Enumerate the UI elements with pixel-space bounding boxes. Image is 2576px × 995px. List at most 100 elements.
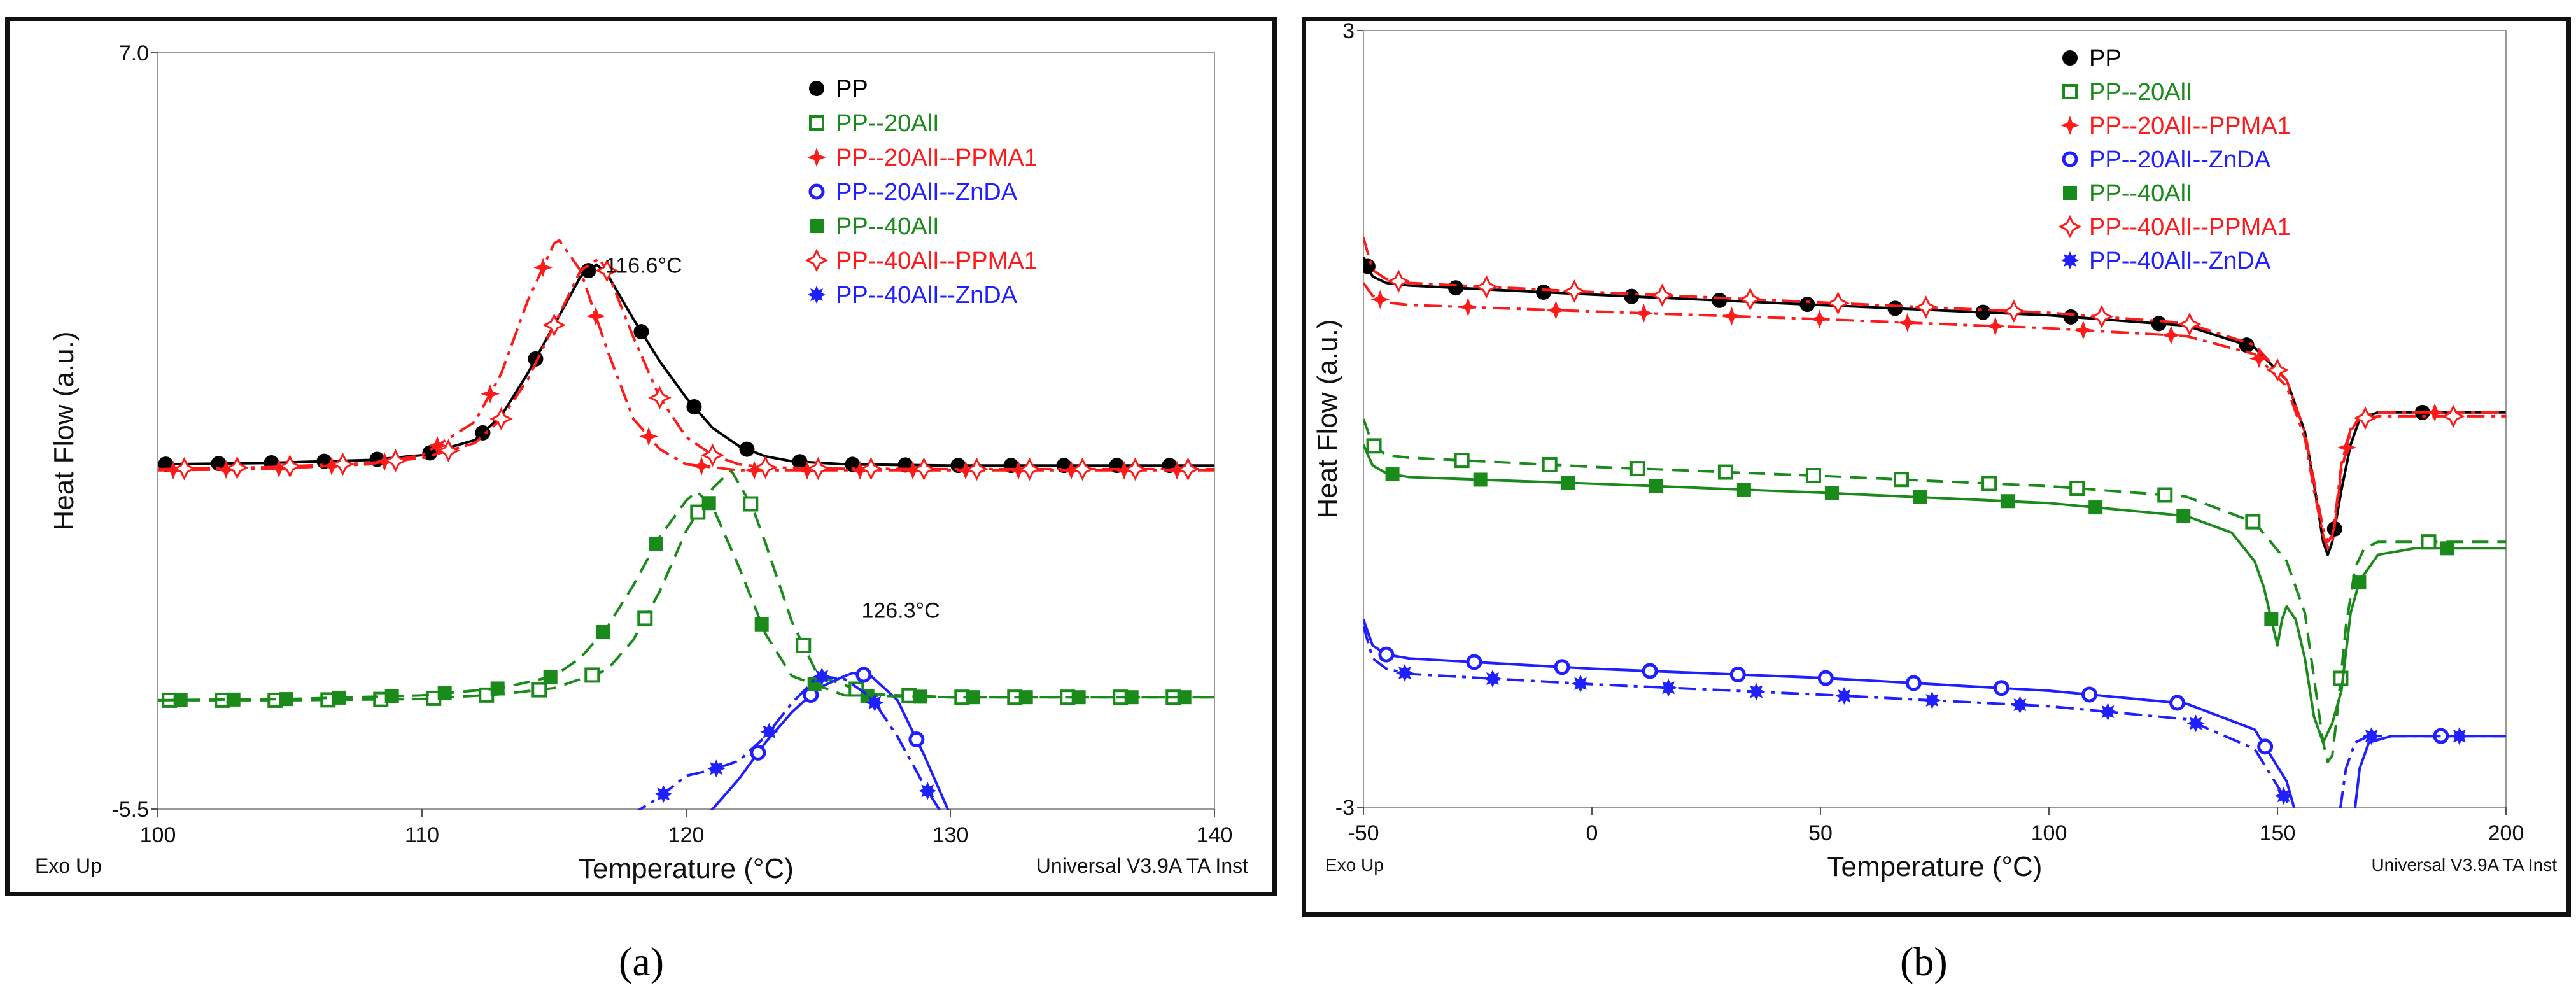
x-tick-label: 130 [933,823,969,847]
data-point [490,681,505,696]
data-point [743,496,759,512]
data-point [1176,457,1200,481]
data-point [1366,438,1382,454]
data-point [908,731,925,748]
data-point [903,460,923,480]
data-point [172,456,196,481]
data-point [1115,460,1134,480]
data-point [1712,292,1728,308]
data-point [1887,300,1903,316]
data-point [595,258,619,283]
data-point [1484,670,1502,688]
data-point [649,536,663,551]
series-2 [1363,418,2506,763]
legend-marker [808,183,825,200]
data-point [2063,309,2079,325]
peak-annotation: 126.3°C [861,598,940,623]
legend-label: PP--40AlI [836,213,940,240]
corner-left-label: Exo Up [35,854,102,877]
data-point [1722,306,1742,326]
x-tick-label: 200 [2488,821,2524,845]
data-point [1378,646,1395,663]
data-point [1071,457,1094,481]
data-point [375,452,395,472]
data-point [796,638,812,654]
series-line [1363,619,2506,808]
data-point [1542,456,1558,472]
y-axis-label: Heat Flow (a.u.) [1312,320,1343,519]
series-6 [1363,237,2506,544]
data-point [1650,283,1674,307]
data-point [1985,316,2005,336]
data-point [1835,687,1854,705]
data-point [2362,727,2381,745]
data-point [216,460,236,479]
data-point [531,682,547,698]
data-point [2176,509,2191,523]
data-point [1634,304,1654,323]
data-point [1561,476,1575,490]
data-point [2186,714,2205,733]
data-point [633,324,649,340]
data-point [1454,453,1470,469]
data-point [1805,468,1821,484]
caption-b: (b) [1900,939,1948,984]
legend-marker [810,219,824,233]
series-line [1363,282,2506,550]
data-point [1385,467,1400,482]
x-axis-label: Temperature (°C) [1827,851,2043,882]
data-point [918,782,937,800]
data-point [1897,313,1917,332]
data-point [637,610,653,626]
data-point [2274,787,2293,805]
x-axis-label: Temperature (°C) [579,853,794,884]
series-5 [158,490,1214,707]
data-point [690,504,706,520]
data-point [322,456,342,476]
data-point [1473,472,1488,487]
data-point [2441,404,2465,428]
legend-label: PP--40AlI--PPMA1 [2089,214,2291,241]
data-point [1386,269,1411,293]
data-point [2425,402,2445,422]
data-point [754,617,769,632]
data-point [1474,275,1498,299]
x-tick-label: 140 [1197,823,1233,847]
data-point [2169,695,2186,711]
data-point [384,449,407,472]
data-point [2352,575,2367,590]
data-point [1913,490,1927,504]
series-2 [158,469,1214,708]
data-point [1395,664,1414,682]
series-5 [1363,444,2506,744]
data-point [798,460,817,480]
data-point [792,454,808,470]
data-point [912,457,936,481]
legend-marker [2062,84,2078,99]
data-point [2333,670,2349,686]
data-point [1817,670,1834,686]
data-point [1914,295,1938,319]
data-point [2353,406,2377,430]
data-point [1554,659,1570,675]
data-point [428,435,447,455]
legend-label: PP--40AlI [2089,180,2193,207]
data-point [279,692,293,707]
legend-label: PP--20AlI--ZnDA [836,179,1018,206]
data-point [2011,696,2029,714]
legend-marker [2061,251,2079,269]
data-point [692,456,712,476]
legend-label: PP--40AlI--PPMA1 [836,248,1038,274]
data-point [1458,297,1478,317]
data-point [1747,682,1766,701]
data-point [1123,457,1147,481]
data-point [850,460,870,480]
data-point [2421,534,2437,550]
data-point [586,306,606,326]
x-tick-label: 50 [1808,821,1833,845]
data-point [1799,297,1815,313]
data-point [1729,667,1746,683]
peak-annotation: 116.6°C [605,254,682,278]
data-point [2161,325,2181,345]
data-point [2002,299,2026,323]
